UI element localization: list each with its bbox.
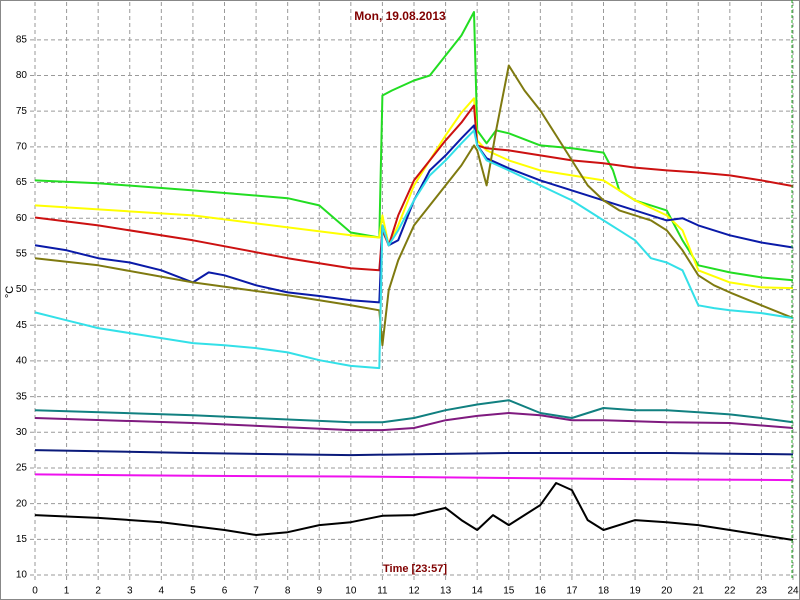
x-tick-label: 10 xyxy=(345,586,357,597)
x-tick-label: 0 xyxy=(32,586,38,597)
x-tick-label: 19 xyxy=(630,586,642,597)
y-tick-label: 30 xyxy=(16,427,28,438)
y-tick-label: 85 xyxy=(16,34,28,45)
x-tick-label: 20 xyxy=(661,586,673,597)
series-line xyxy=(34,104,794,272)
x-tick-label: 7 xyxy=(253,586,259,597)
series-line xyxy=(34,124,794,304)
lines xyxy=(34,11,794,541)
y-tick-label: 20 xyxy=(16,498,28,509)
grid xyxy=(30,2,798,580)
y-tick-label: 60 xyxy=(16,213,28,224)
y-tick-label: 75 xyxy=(16,106,28,117)
x-tick-label: 2 xyxy=(95,586,101,597)
x-tick-label: 23 xyxy=(756,586,768,597)
x-axis-label: Time [23:57] xyxy=(383,563,447,575)
series-line xyxy=(34,482,794,541)
x-tick-label: 22 xyxy=(724,586,736,597)
x-tick-label: 9 xyxy=(316,586,322,597)
x-tick-label: 11 xyxy=(377,586,388,597)
y-tick-label: 65 xyxy=(16,177,28,188)
series-line xyxy=(34,449,794,457)
x-tick-label: 24 xyxy=(787,586,799,597)
x-tick-label: 1 xyxy=(64,586,70,597)
y-tick-label: 50 xyxy=(16,284,28,295)
y-tick-label: 80 xyxy=(16,70,28,81)
series-line xyxy=(34,473,794,482)
series-line xyxy=(34,399,794,424)
x-tick-label: 13 xyxy=(440,586,452,597)
x-tick-label: 14 xyxy=(472,586,484,597)
x-tick-label: 8 xyxy=(285,586,291,597)
series-line xyxy=(34,129,794,370)
y-tick-label: 70 xyxy=(16,141,28,152)
x-tick-label: 12 xyxy=(408,586,420,597)
x-tick-label: 6 xyxy=(222,586,228,597)
y-tick-label: 15 xyxy=(16,534,28,545)
x-tick-label: 4 xyxy=(159,586,165,597)
y-axis-label: °C xyxy=(4,286,16,298)
y-tick-label: 55 xyxy=(16,249,28,260)
series-line xyxy=(34,11,794,282)
y-tick-label: 40 xyxy=(16,356,28,367)
y-tick-label: 10 xyxy=(16,570,28,581)
x-tick-label: 18 xyxy=(598,586,610,597)
y-tick-label: 25 xyxy=(16,463,28,474)
chart-title: Mon, 19.08.2013 xyxy=(354,9,446,23)
x-tick-label: 3 xyxy=(127,586,133,597)
y-tick-label: 45 xyxy=(16,320,28,331)
x-tick-label: 17 xyxy=(566,586,578,597)
x-tick-label: 16 xyxy=(535,586,547,597)
y-tick-label: 35 xyxy=(16,391,28,402)
series-line xyxy=(34,412,794,432)
x-tick-label: 5 xyxy=(190,586,196,597)
x-tick-label: 15 xyxy=(503,586,515,597)
x-tick-label: 21 xyxy=(693,586,705,597)
